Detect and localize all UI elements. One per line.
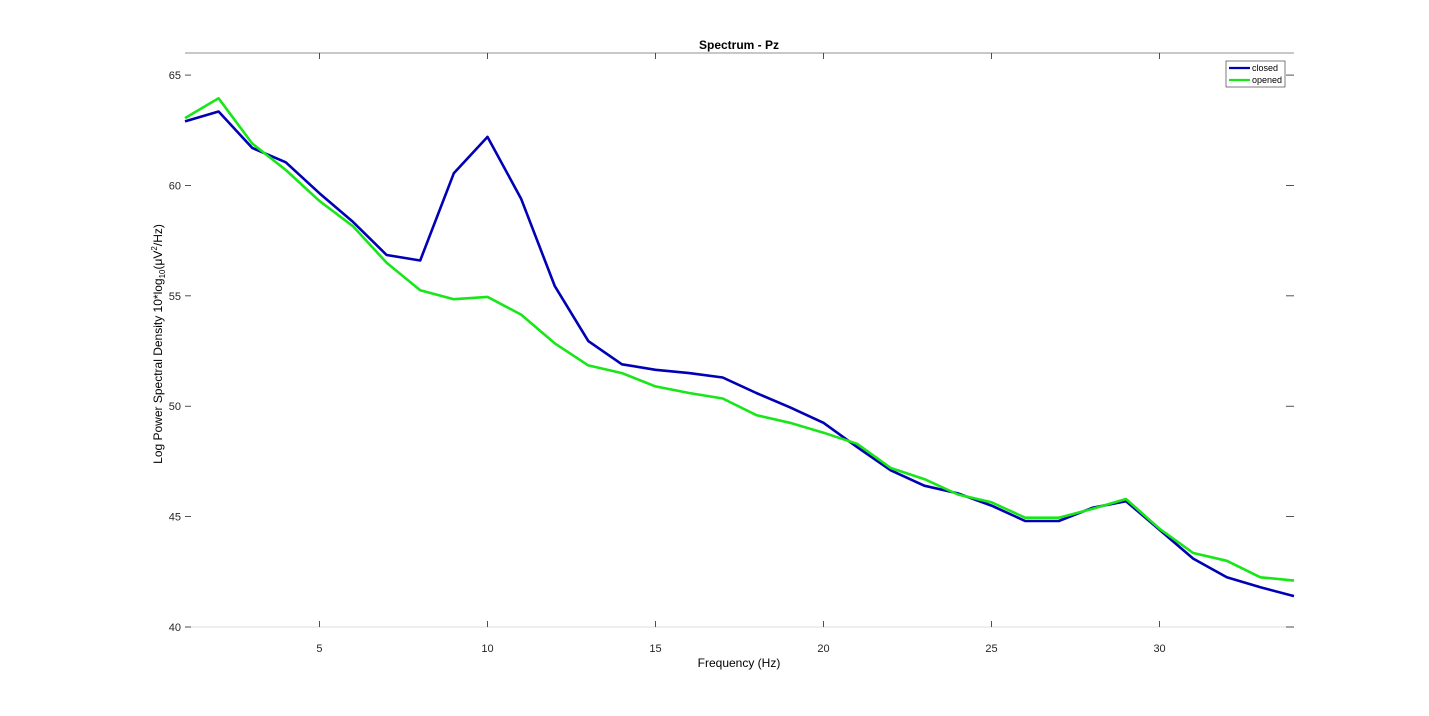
x-tick-label: 20 [817,643,829,655]
y-tick-label: 50 [169,401,181,413]
x-tick-label: 5 [316,643,322,655]
series-line-opened [184,97,1295,582]
x-tick-label: 30 [1153,643,1165,655]
y-tick-label: 55 [169,291,181,303]
y-tick-label: 45 [169,512,181,524]
x-tick-label: 15 [649,643,661,655]
y-tick-label: 60 [169,180,181,192]
y-tick-label: 40 [169,622,181,634]
legend-box [1225,60,1286,88]
x-tick-label: 10 [481,643,493,655]
axes-background [185,53,1294,627]
legend: closed opened [1225,60,1286,88]
legend-label-closed: closed [1252,63,1278,73]
y-axis-label: Log Power Spectral Density 10*log10(μV2/… [150,224,167,464]
chart-title: Spectrum - Pz [699,38,779,52]
axes-layer [185,52,1294,628]
x-tick-label: 25 [985,643,997,655]
series-layer [184,97,1295,598]
legend-label-opened: opened [1252,75,1282,85]
y-tick-label: 65 [169,70,181,82]
ticks-layer: 5 10 15 20 25 30 40 45 50 55 60 65 [169,53,1294,655]
x-axis-label: Frequency (Hz) [698,656,781,670]
